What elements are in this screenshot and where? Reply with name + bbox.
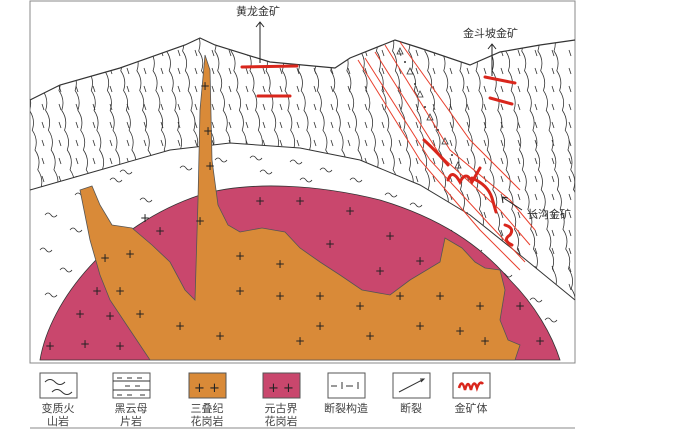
- legend-proterozoic-granite: + + 元古界 花岗岩: [262, 372, 301, 428]
- svg-text:+: +: [365, 329, 375, 343]
- svg-text:+ +: + +: [268, 381, 294, 396]
- svg-text:金矿体: 金矿体: [455, 401, 488, 415]
- svg-text:三叠纪: 三叠纪: [191, 402, 224, 415]
- svg-text:元古界: 元古界: [265, 402, 298, 415]
- svg-text:+: +: [125, 247, 135, 261]
- svg-text:断裂: 断裂: [400, 401, 422, 415]
- svg-text:+: +: [295, 334, 305, 348]
- svg-text:+: +: [235, 249, 245, 263]
- svg-text:+: +: [315, 319, 325, 333]
- svg-text:+: +: [115, 339, 125, 353]
- svg-text:+: +: [105, 309, 115, 323]
- svg-text:+: +: [535, 334, 545, 348]
- svg-text:+: +: [115, 284, 125, 298]
- breccia-triangles: [396, 47, 462, 169]
- svg-text:黑云母: 黑云母: [115, 402, 148, 415]
- legend: 变质火 山岩 黑云母 片岩 + + 三叠纪 花岗岩 + + 元古界 花岗岩 断裂…: [39, 372, 491, 428]
- svg-text:+: +: [205, 159, 215, 173]
- svg-text:+ +: + +: [194, 381, 220, 396]
- svg-text:+: +: [375, 264, 385, 278]
- svg-text:+: +: [455, 324, 465, 338]
- svg-text:+: +: [195, 214, 205, 228]
- location-arrows: [255, 21, 523, 211]
- granite-cross-pattern: ++++ ++++++ +++++++ ++ + +++ + +++ +++ ++++ + ++ + + +…: [45, 79, 545, 353]
- svg-text:+: +: [100, 251, 110, 265]
- legend-triassic-granite: + + 三叠纪 花岗岩: [188, 372, 227, 428]
- svg-text:+: +: [435, 289, 445, 303]
- schist-base-line: [29, 142, 576, 301]
- svg-text:+: +: [75, 307, 85, 321]
- legend-ore-body: 金矿体: [452, 372, 491, 415]
- svg-text:+: +: [515, 299, 525, 313]
- label-huanglong: 黄龙金矿: [236, 4, 280, 18]
- svg-text:山岩: 山岩: [47, 414, 69, 428]
- svg-text:+: +: [415, 319, 425, 333]
- svg-text:+: +: [135, 307, 145, 321]
- svg-text:片岩: 片岩: [120, 414, 142, 428]
- svg-text:+: +: [215, 329, 225, 343]
- svg-text:+: +: [480, 334, 490, 348]
- legend-schist: 黑云母 片岩: [112, 372, 151, 428]
- svg-text:+: +: [255, 194, 265, 208]
- svg-text:+: +: [92, 284, 102, 298]
- svg-text:+: +: [315, 289, 325, 303]
- legend-fault-structure: 断裂构造: [324, 372, 368, 415]
- legend-fault: 断裂: [392, 372, 431, 415]
- svg-text:+: +: [275, 289, 285, 303]
- topography-line: [29, 37, 576, 101]
- svg-text:+: +: [140, 211, 150, 225]
- ore-bodies: [240, 64, 517, 247]
- svg-text:+: +: [203, 124, 213, 138]
- svg-text:+: +: [295, 194, 305, 208]
- triassic-granite: [79, 54, 521, 361]
- svg-text:+: +: [415, 254, 425, 268]
- svg-text:+: +: [475, 299, 485, 313]
- svg-text:花岗岩: 花岗岩: [191, 414, 224, 428]
- label-jindoupo: 金斗坡金矿: [463, 26, 518, 40]
- svg-text:+: +: [235, 284, 245, 298]
- label-changgou: 长沟金矿: [527, 207, 571, 221]
- svg-text:+: +: [80, 337, 90, 351]
- svg-text:变质火: 变质火: [42, 401, 75, 415]
- svg-text:+: +: [355, 299, 365, 313]
- svg-text:+: +: [275, 257, 285, 271]
- svg-text:断裂构造: 断裂构造: [324, 401, 368, 415]
- svg-text:+: +: [200, 79, 210, 93]
- svg-text:+: +: [385, 229, 395, 243]
- svg-text:+: +: [45, 339, 55, 353]
- svg-text:花岗岩: 花岗岩: [265, 414, 298, 428]
- svg-text:+: +: [345, 204, 355, 218]
- svg-text:+: +: [155, 224, 165, 238]
- svg-text:+: +: [325, 237, 335, 251]
- legend-volcanic: 变质火 山岩: [39, 372, 78, 428]
- svg-text:+: +: [395, 289, 405, 303]
- svg-text:+: +: [175, 319, 185, 333]
